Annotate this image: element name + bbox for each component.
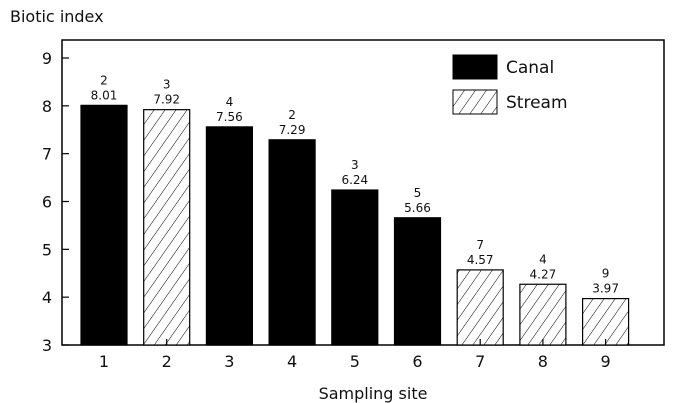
bar-site-6	[393, 217, 442, 346]
bar-value-label: 4.57	[467, 253, 494, 267]
y-axis-label: Biotic index	[10, 7, 104, 26]
y-tick-label: 4	[42, 288, 52, 307]
bar-value-label: 8.01	[91, 88, 118, 102]
bars	[80, 104, 630, 346]
bar-count-label: 4	[226, 95, 234, 109]
x-axis: 1 2 3 4 5 6 7 8 9	[99, 339, 611, 371]
x-tick-label: 3	[224, 352, 234, 371]
bar-site-5	[331, 189, 379, 346]
bar-site-7	[456, 269, 504, 346]
y-tick-label: 6	[42, 193, 52, 212]
legend-swatch-canal	[452, 54, 498, 80]
bar-site-9	[581, 298, 630, 346]
bar-value-label: 6.24	[341, 173, 368, 187]
bar-value-label: 7.92	[153, 93, 180, 107]
bar-site-4	[268, 139, 316, 346]
bar-site-8	[519, 283, 567, 346]
bar-value-label: 7.56	[216, 110, 243, 124]
x-tick-label: 7	[475, 352, 485, 371]
bar-value-label: 4.27	[530, 267, 557, 281]
bar-value-label: 5.66	[404, 201, 431, 215]
legend: Canal Stream	[452, 54, 568, 115]
bar-count-label: 9	[602, 267, 610, 281]
x-tick-label: 6	[412, 352, 422, 371]
legend-label-stream: Stream	[506, 93, 568, 113]
y-tick-label: 8	[42, 97, 52, 116]
bar-value-label: 3.97	[592, 282, 619, 296]
bar-value-label: 7.29	[279, 123, 306, 137]
y-tick-label: 3	[42, 336, 52, 355]
bar-count-label: 4	[539, 252, 547, 266]
legend-swatch-stream	[452, 89, 498, 115]
x-tick-label: 5	[350, 352, 360, 371]
x-axis-label: Sampling site	[319, 384, 428, 403]
x-tick-label: 9	[601, 352, 611, 371]
bar-count-label: 2	[288, 108, 296, 122]
bar-site-2	[143, 109, 191, 346]
y-tick-label: 7	[42, 145, 52, 164]
bar-site-1	[80, 104, 128, 346]
x-tick-label: 1	[99, 352, 109, 371]
bar-count-label: 5	[414, 186, 422, 200]
y-tick-label: 9	[42, 49, 52, 68]
x-tick-label: 4	[287, 352, 297, 371]
legend-label-canal: Canal	[506, 58, 554, 78]
x-tick-label: 2	[162, 352, 172, 371]
x-tick-label: 8	[538, 352, 548, 371]
bar-site-3	[205, 126, 253, 346]
y-tick-label: 5	[42, 240, 52, 259]
y-axis: 3 4 5 6 7 8 9	[42, 49, 69, 355]
bar-count-label: 3	[351, 158, 359, 172]
bar-count-label: 2	[100, 73, 108, 87]
bar-count-label: 7	[476, 238, 484, 252]
bar-count-label: 3	[163, 78, 171, 92]
